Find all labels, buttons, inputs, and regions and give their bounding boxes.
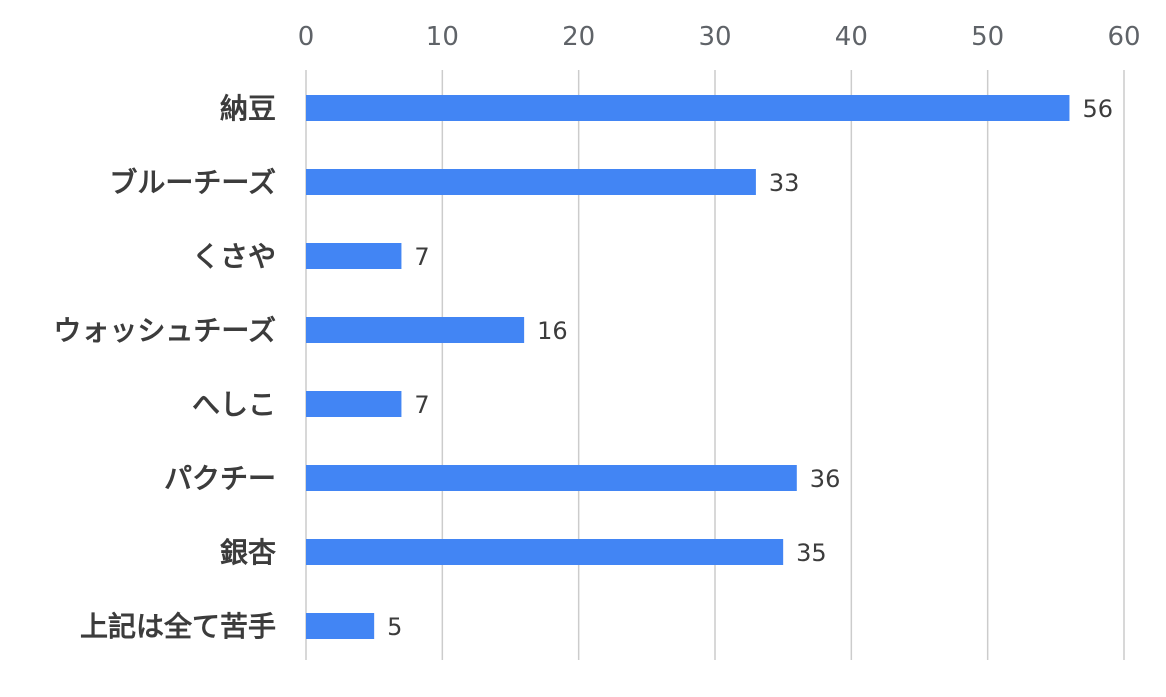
data-labels: 56 33 7 16 7 36 35 5 [387, 95, 1113, 641]
data-label: 36 [810, 465, 841, 493]
category-label: 銀杏 [220, 536, 276, 569]
x-tick-label: 40 [835, 22, 868, 52]
x-axis-ticks: 0 10 20 30 40 50 60 [298, 22, 1141, 52]
data-label: 33 [769, 169, 800, 197]
x-tick-label: 30 [698, 22, 731, 52]
data-label: 7 [414, 391, 429, 419]
x-tick-label: 20 [562, 22, 595, 52]
bar [306, 465, 797, 491]
data-label: 7 [414, 243, 429, 271]
category-label: へしこ [192, 388, 276, 421]
category-label: ウォッシュチーズ [53, 314, 276, 347]
bar [306, 613, 375, 639]
bar [306, 243, 402, 269]
bar [306, 391, 402, 417]
x-tick-label: 50 [971, 22, 1004, 52]
bar [306, 539, 784, 565]
bars [306, 95, 1070, 639]
bar [306, 169, 756, 195]
gridlines [305, 70, 1125, 660]
data-label: 56 [1082, 95, 1113, 123]
category-label: パクチー [164, 462, 276, 495]
category-label: 納豆 [220, 92, 276, 125]
bar [306, 317, 525, 343]
x-tick-label: 0 [298, 22, 315, 52]
category-label: 上記は全て苦手 [80, 610, 276, 643]
category-label: くさや [192, 240, 276, 273]
data-label: 35 [796, 539, 827, 567]
x-tick-label: 60 [1107, 22, 1140, 52]
x-tick-label: 10 [426, 22, 459, 52]
data-label: 16 [537, 317, 568, 345]
data-label: 5 [387, 613, 402, 641]
bar [306, 95, 1070, 121]
category-label: ブルーチーズ [109, 166, 276, 199]
